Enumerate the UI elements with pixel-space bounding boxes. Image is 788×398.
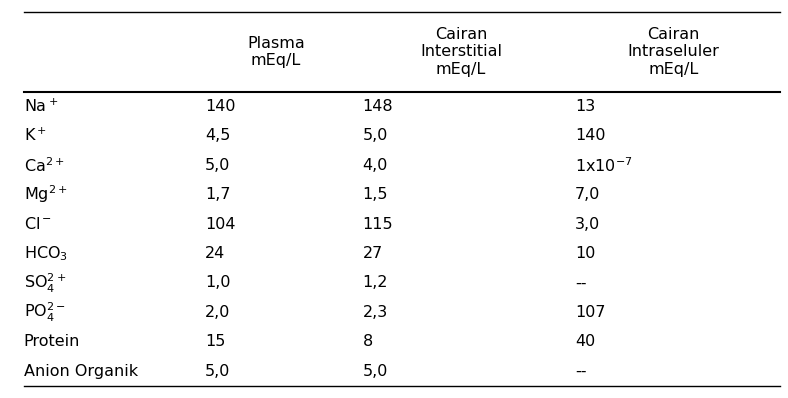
- Text: Ca$^{2+}$: Ca$^{2+}$: [24, 156, 65, 174]
- Text: 4,5: 4,5: [205, 128, 230, 143]
- Text: 5,0: 5,0: [205, 364, 230, 379]
- Text: --: --: [575, 275, 587, 291]
- Text: HCO$_3$: HCO$_3$: [24, 244, 68, 263]
- Text: 24: 24: [205, 246, 225, 261]
- Text: 140: 140: [205, 99, 236, 114]
- Text: K$^+$: K$^+$: [24, 127, 46, 144]
- Text: 1,7: 1,7: [205, 187, 230, 202]
- Text: Cl$^-$: Cl$^-$: [24, 216, 52, 232]
- Text: 1x10$^{-7}$: 1x10$^{-7}$: [575, 156, 633, 174]
- Text: PO$_4^{2-}$: PO$_4^{2-}$: [24, 301, 65, 324]
- Text: Plasma
mEq/L: Plasma mEq/L: [247, 35, 305, 68]
- Text: 5,0: 5,0: [362, 364, 388, 379]
- Text: 1,2: 1,2: [362, 275, 388, 291]
- Text: SO$_4^{2+}$: SO$_4^{2+}$: [24, 271, 66, 295]
- Text: Cairan
Interstitial
mEq/L: Cairan Interstitial mEq/L: [420, 27, 502, 77]
- Text: --: --: [575, 364, 587, 379]
- Text: 104: 104: [205, 217, 236, 232]
- Text: 40: 40: [575, 334, 596, 349]
- Text: 4,0: 4,0: [362, 158, 388, 173]
- Text: 15: 15: [205, 334, 225, 349]
- Text: Protein: Protein: [24, 334, 80, 349]
- Text: Na$^+$: Na$^+$: [24, 98, 58, 115]
- Text: Anion Organik: Anion Organik: [24, 364, 138, 379]
- Text: 7,0: 7,0: [575, 187, 600, 202]
- Text: 140: 140: [575, 128, 606, 143]
- Text: 1,5: 1,5: [362, 187, 388, 202]
- Text: Cairan
Intraseluler
mEq/L: Cairan Intraseluler mEq/L: [628, 27, 719, 77]
- Text: 2,0: 2,0: [205, 305, 230, 320]
- Text: 3,0: 3,0: [575, 217, 600, 232]
- Text: 107: 107: [575, 305, 606, 320]
- Text: 2,3: 2,3: [362, 305, 388, 320]
- Text: 8: 8: [362, 334, 373, 349]
- Text: 115: 115: [362, 217, 393, 232]
- Text: 148: 148: [362, 99, 393, 114]
- Text: 5,0: 5,0: [362, 128, 388, 143]
- Text: 5,0: 5,0: [205, 158, 230, 173]
- Text: 27: 27: [362, 246, 383, 261]
- Text: 13: 13: [575, 99, 596, 114]
- Text: 10: 10: [575, 246, 596, 261]
- Text: Mg$^{2+}$: Mg$^{2+}$: [24, 184, 67, 205]
- Text: 1,0: 1,0: [205, 275, 230, 291]
